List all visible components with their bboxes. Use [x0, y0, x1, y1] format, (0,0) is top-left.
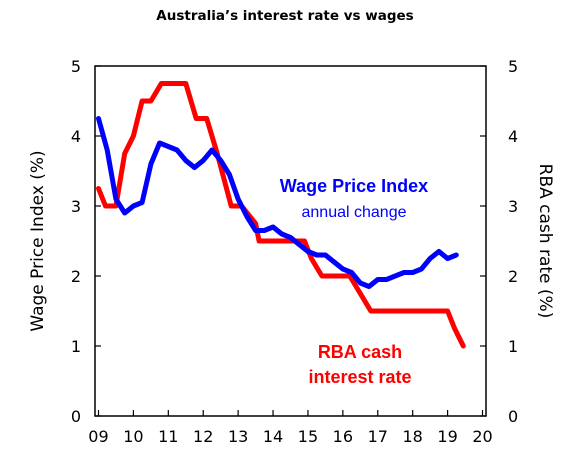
right-tick-label: 2	[508, 267, 518, 286]
x-tick-label: 14	[263, 427, 283, 446]
y-axis-right-label: RBA cash rate (%)	[535, 164, 555, 319]
left-tick-label: 1	[71, 337, 81, 356]
left-tick-label: 3	[71, 197, 81, 216]
wage-price-index-line	[96, 116, 459, 289]
right-tick-label: 3	[508, 197, 518, 216]
x-tick-label: 20	[472, 427, 492, 446]
left-tick-label: 0	[71, 407, 81, 426]
x-tick-label: 10	[123, 427, 143, 446]
series-layer	[96, 81, 466, 349]
x-axis: 09 10 11 12 13 14 15 16 17 18 19 20	[88, 410, 493, 446]
x-tick-label: 12	[193, 427, 213, 446]
x-tick-label: 11	[158, 427, 178, 446]
x-tick-label: 15	[298, 427, 318, 446]
rba-series-label-line2: interest rate	[308, 367, 411, 387]
left-tick-label: 4	[71, 127, 81, 146]
x-tick-label: 09	[88, 427, 108, 446]
y-axis-left-label: Wage Price Index (%)	[28, 150, 48, 331]
x-tick-label: 18	[403, 427, 423, 446]
left-tick-label: 2	[71, 267, 81, 286]
rba-series-label-line1: RBA cash	[318, 342, 402, 362]
plot-frame	[94, 65, 487, 417]
wpi-series-label-line1: Wage Price Index	[280, 176, 428, 196]
rba-cash-rate-line	[96, 81, 466, 349]
right-tick-label: 1	[508, 337, 518, 356]
chart-title: Australia’s interest rate vs wages	[156, 8, 414, 24]
x-tick-label: 16	[333, 427, 353, 446]
right-tick-label: 4	[508, 127, 518, 146]
x-tick-label: 19	[437, 427, 457, 446]
right-tick-label: 0	[508, 407, 518, 426]
x-tick-label: 17	[368, 427, 388, 446]
right-tick-label: 5	[508, 57, 518, 76]
x-tick-label: 13	[228, 427, 248, 446]
left-axis: 0 1 2 3 4 5	[71, 57, 101, 426]
left-tick-label: 5	[71, 57, 81, 76]
wpi-series-label-line2: annual change	[302, 204, 407, 221]
right-axis: 0 1 2 3 4 5	[480, 57, 518, 426]
